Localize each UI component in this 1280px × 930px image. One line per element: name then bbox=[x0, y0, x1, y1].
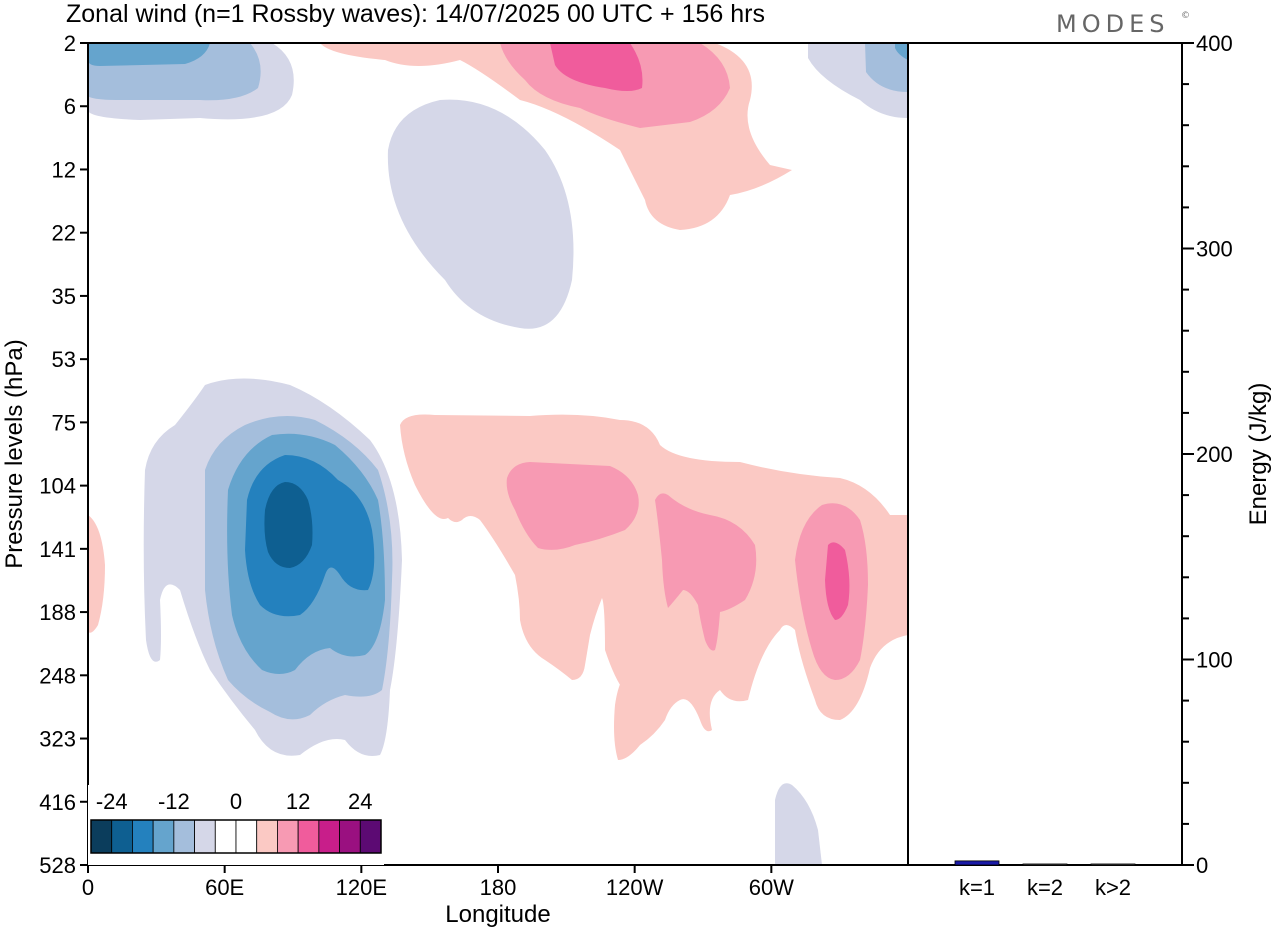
colorbar-cell bbox=[256, 819, 278, 854]
contour-neg-lower-right bbox=[775, 783, 822, 865]
y-tick-label: 22 bbox=[52, 221, 76, 246]
energy-tick-label: 0 bbox=[1196, 853, 1208, 878]
colorbar-cell bbox=[297, 819, 320, 854]
colorbar-cell bbox=[132, 819, 154, 854]
y-tick-label: 141 bbox=[39, 537, 76, 562]
y-tick-label: 35 bbox=[52, 284, 76, 309]
x-tick-label: 180 bbox=[480, 875, 517, 900]
colorbar-label: 12 bbox=[286, 789, 310, 814]
energy-bar bbox=[954, 860, 1000, 866]
x-tick-label: 120E bbox=[336, 875, 387, 900]
y-tick-label: 528 bbox=[39, 853, 76, 878]
x-tick-label: 120W bbox=[606, 875, 664, 900]
contour-pos-main-level3 bbox=[825, 542, 850, 620]
colorbar-label: 24 bbox=[348, 789, 372, 814]
y-tick-label: 416 bbox=[39, 790, 76, 815]
chart-title: Zonal wind (n=1 Rossby waves): 14/07/202… bbox=[66, 0, 765, 28]
colorbar-cell bbox=[214, 819, 237, 854]
y-tick-label: 188 bbox=[39, 600, 76, 625]
colorbar-label: -24 bbox=[96, 789, 128, 814]
contour-neg-main-level5 bbox=[264, 482, 313, 568]
energy-bars bbox=[954, 860, 1136, 866]
energy-category-label: k=1 bbox=[959, 875, 995, 900]
contour-neg-top-right-level2 bbox=[865, 43, 908, 92]
y-tick-label: 323 bbox=[39, 727, 76, 752]
energy-x-axis: k=1 k=2 k>2 bbox=[959, 875, 1131, 900]
colorbar-cell bbox=[359, 819, 382, 854]
colorbar-cells bbox=[90, 819, 382, 854]
contour-pos-main-level2-b bbox=[655, 493, 757, 651]
y-tick-label: 2 bbox=[64, 31, 76, 56]
contour-pos-main-level2-a bbox=[506, 462, 639, 550]
energy-panel: 0 100 200 300 400 k=1 k=2 k>2 Energy (J/kg) bbox=[907, 31, 1272, 900]
brand-name: MODES bbox=[1056, 10, 1169, 38]
colorbar-label: -12 bbox=[158, 789, 190, 814]
colorbar-cell bbox=[235, 819, 258, 854]
colorbar-cell bbox=[194, 819, 216, 854]
energy-bar bbox=[1090, 863, 1136, 866]
energy-axis-label: Energy (J/kg) bbox=[1245, 383, 1272, 526]
colorbar-labels: -24 -12 0 12 24 bbox=[96, 789, 373, 814]
x-axis: 0 60E 120E 180 120W 60W bbox=[82, 865, 794, 900]
contour-plot: 2 6 12 22 35 53 75 104 141 188 248 323 416 528 0 60E 12… bbox=[1, 31, 909, 928]
contour-pos-left-edge bbox=[88, 515, 105, 633]
colorbar-cell bbox=[277, 819, 299, 854]
energy-tick-label: 100 bbox=[1196, 648, 1233, 673]
energy-y-axis: 0 100 200 300 400 bbox=[1182, 31, 1233, 878]
y-tick-label: 53 bbox=[52, 347, 76, 372]
y-tick-label: 248 bbox=[39, 663, 76, 688]
contour-fields bbox=[88, 43, 908, 865]
x-tick-label: 0 bbox=[82, 875, 94, 900]
energy-category-label: k=2 bbox=[1027, 875, 1063, 900]
x-axis-label: Longitude bbox=[445, 901, 550, 928]
energy-category-label: k>2 bbox=[1095, 875, 1131, 900]
colorbar-cell bbox=[318, 819, 340, 854]
y-axis-label: Pressure levels (hPa) bbox=[1, 339, 28, 568]
y-axis: 2 6 12 22 35 53 75 104 141 188 248 323 416 528 bbox=[39, 31, 88, 878]
brand-logo: MODES © bbox=[1056, 10, 1195, 38]
y-tick-label: 75 bbox=[52, 410, 76, 435]
y-tick-label: 6 bbox=[64, 94, 76, 119]
energy-frame bbox=[907, 42, 1183, 866]
y-tick-label: 104 bbox=[39, 474, 76, 499]
energy-tick-label: 400 bbox=[1196, 31, 1233, 56]
contour-neg-top-left-level3 bbox=[88, 43, 210, 66]
colorbar-label: 0 bbox=[230, 789, 242, 814]
contour-pos-top-level3 bbox=[550, 43, 643, 91]
x-tick-label: 60W bbox=[749, 875, 794, 900]
energy-bar bbox=[1022, 863, 1068, 866]
energy-tick-label: 200 bbox=[1196, 442, 1233, 467]
colorbar-border bbox=[90, 819, 382, 854]
colorbar-cell bbox=[111, 819, 133, 854]
y-tick-label: 12 bbox=[52, 157, 76, 182]
colorbar: -24 -12 0 12 24 bbox=[88, 785, 384, 865]
colorbar-cell bbox=[152, 819, 175, 854]
contour-neg-upper-blob bbox=[387, 99, 574, 329]
brand-mark: © bbox=[1181, 11, 1195, 21]
x-tick-label: 60E bbox=[205, 875, 244, 900]
colorbar-cell bbox=[173, 819, 195, 854]
colorbar-cell bbox=[90, 819, 113, 854]
contour-neg-top-right-level3 bbox=[895, 43, 908, 60]
energy-tick-label: 300 bbox=[1196, 237, 1233, 262]
colorbar-cell bbox=[339, 819, 361, 854]
